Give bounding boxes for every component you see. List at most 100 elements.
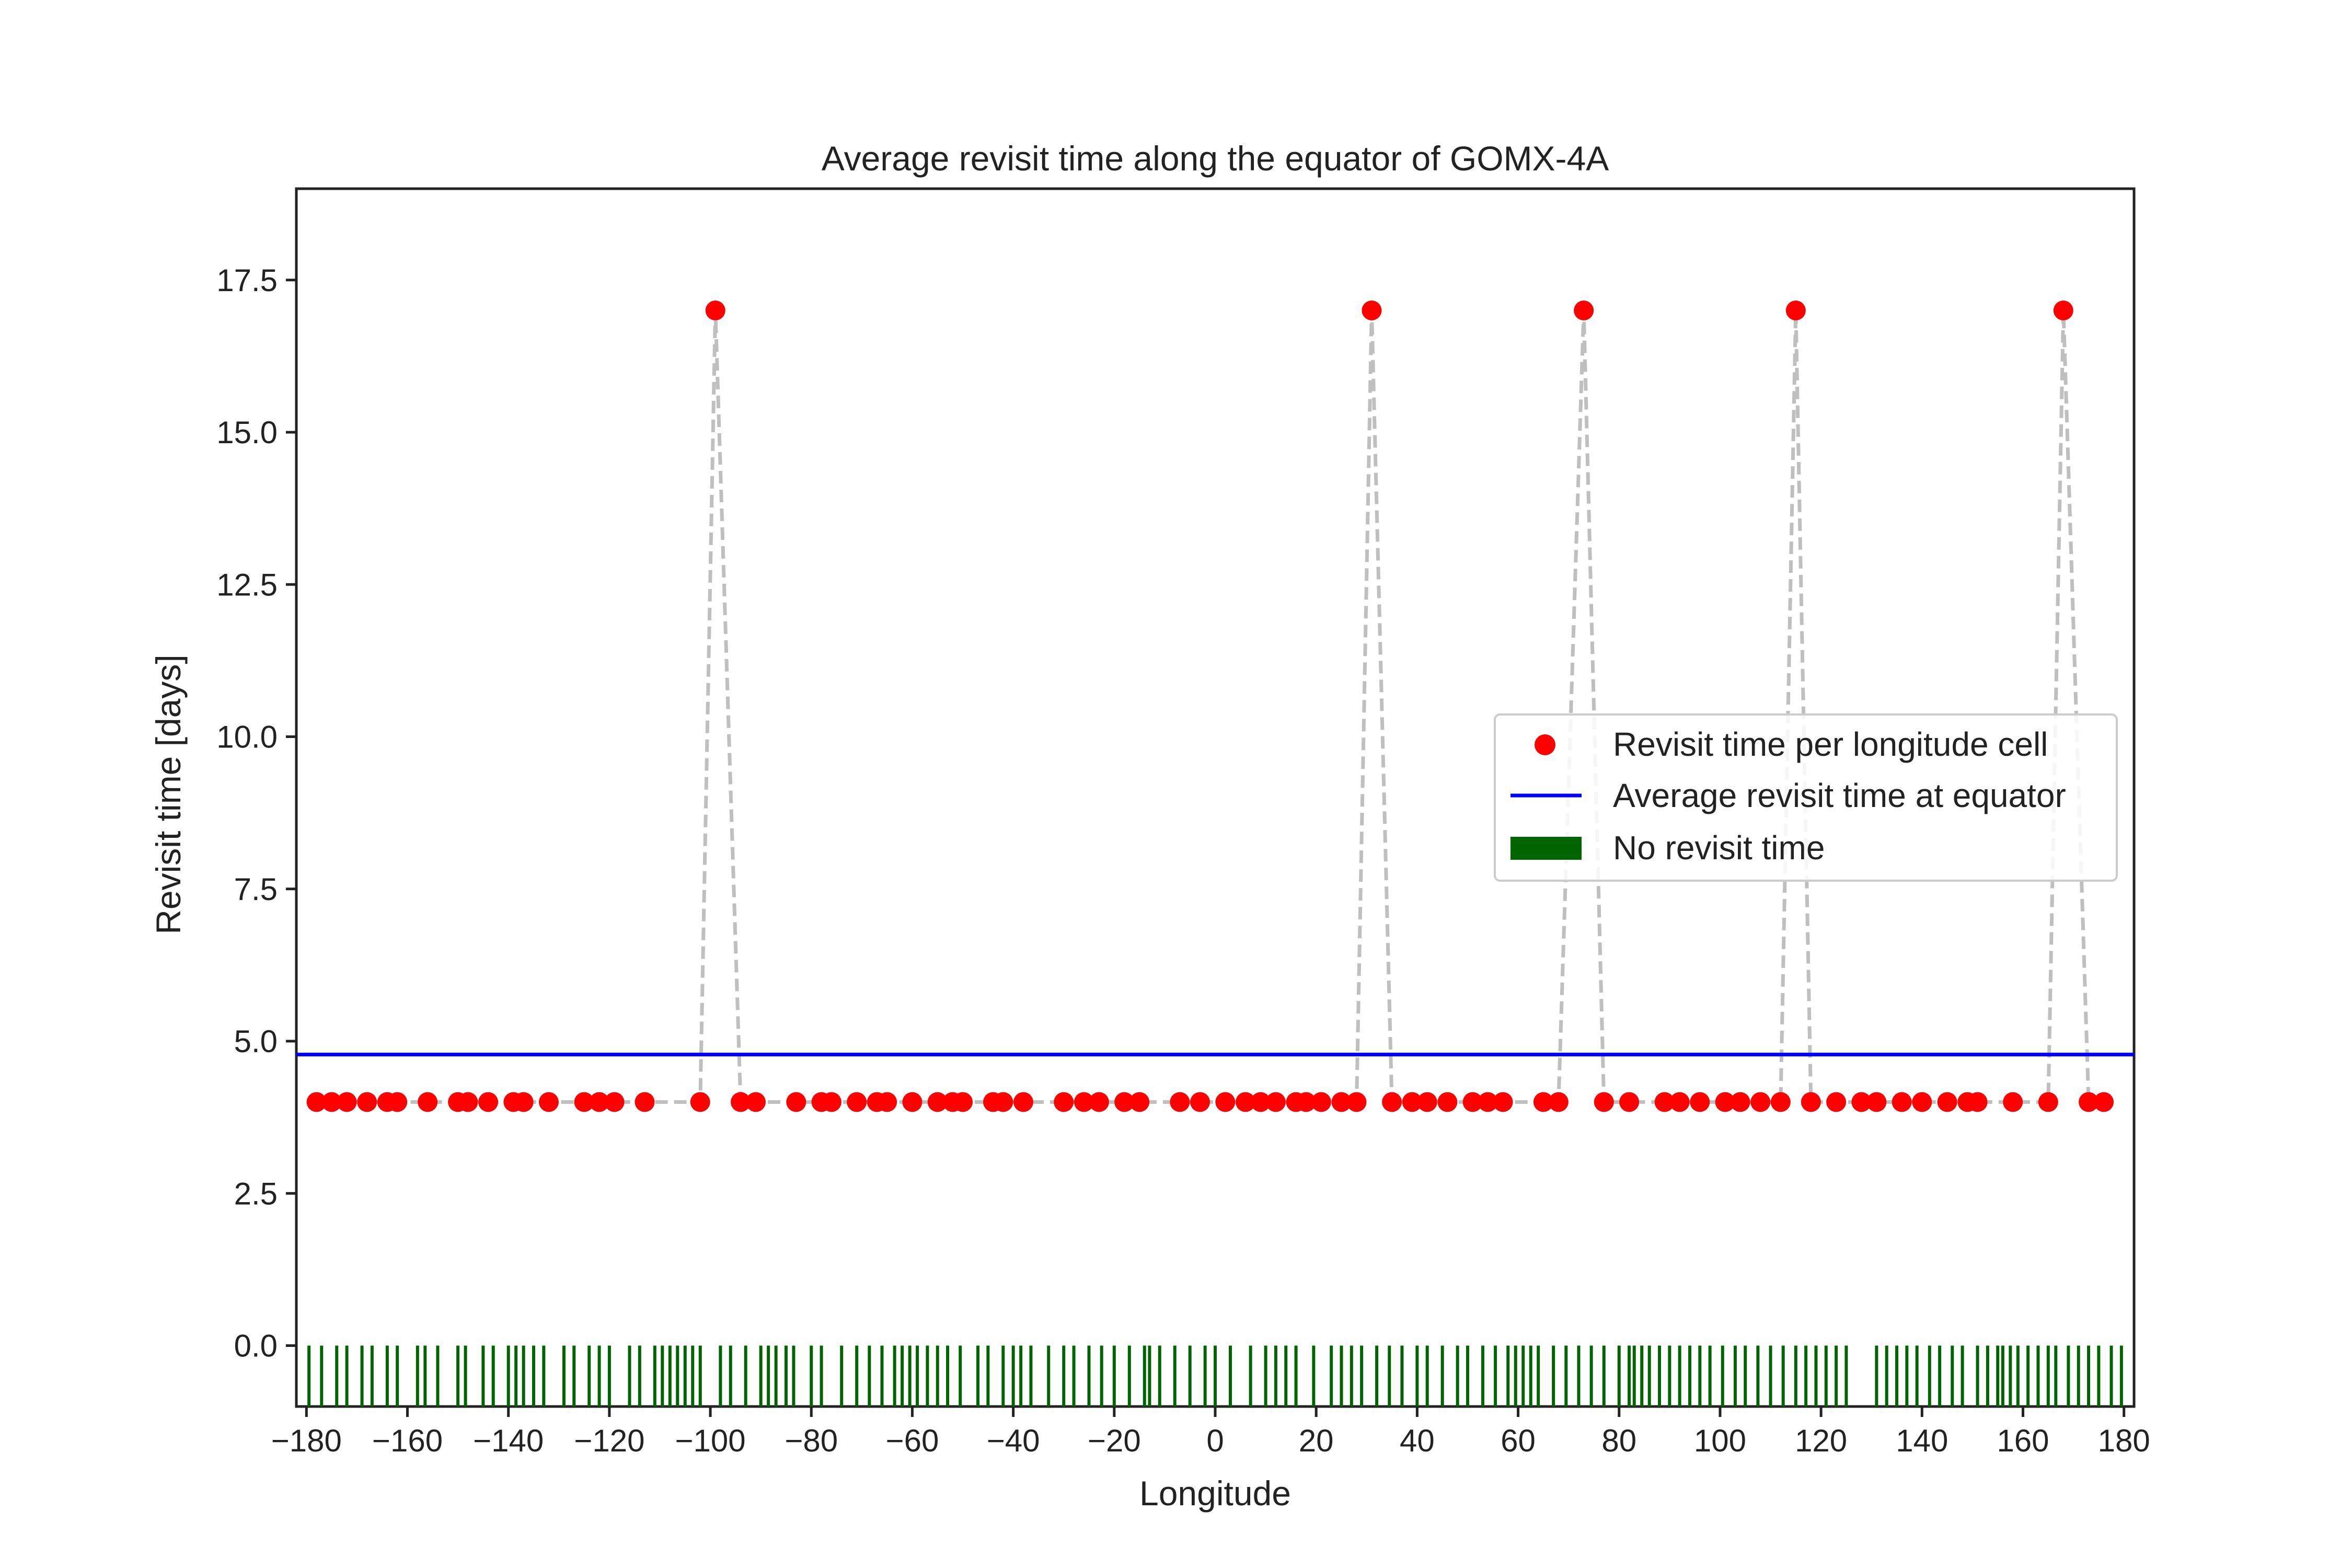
revisit-point (574, 1092, 594, 1112)
revisit-point (538, 1092, 559, 1112)
revisit-point (1594, 1092, 1614, 1112)
x-tick-label: −180 (271, 1423, 342, 1458)
x-tick-label: 0 (1206, 1423, 1224, 1458)
y-tick-label: 15.0 (216, 415, 278, 450)
legend-label-points: Revisit time per longitude cell (1613, 725, 2048, 763)
revisit-point (458, 1092, 478, 1112)
revisit-point (1785, 301, 1806, 320)
revisit-point (1402, 1092, 1422, 1112)
revisit-point (731, 1092, 751, 1112)
revisit-point (1129, 1092, 1150, 1112)
revisit-point (1654, 1092, 1675, 1112)
x-tick-label: 140 (1896, 1423, 1948, 1458)
revisit-point (337, 1092, 357, 1112)
chart-title: Average revisit time along the equator o… (822, 139, 1609, 178)
revisit-point (1331, 1092, 1352, 1112)
x-tick-label: 180 (2098, 1423, 2150, 1458)
revisit-point (1089, 1092, 1109, 1112)
x-tick-label: −140 (473, 1423, 544, 1458)
revisit-point (1296, 1092, 1316, 1112)
legend-label-no-revisit: No revisit time (1613, 829, 1825, 867)
revisit-point (927, 1092, 948, 1112)
no-revisit-bars (307, 1345, 2123, 1406)
revisit-point (604, 1092, 625, 1112)
revisit-point (993, 1092, 1013, 1112)
y-tick-label: 10.0 (216, 720, 278, 755)
revisit-point (1382, 1092, 1402, 1112)
revisit-point (2053, 301, 2073, 320)
x-tick-label: 160 (1997, 1423, 2049, 1458)
revisit-point (1770, 1092, 1791, 1112)
x-axis-label: Longitude (1139, 1474, 1291, 1513)
revisit-point (589, 1092, 609, 1112)
revisit-point (1311, 1092, 1331, 1112)
y-tick-label: 7.5 (234, 872, 278, 907)
y-tick-label: 17.5 (216, 263, 278, 298)
revisit-point (1250, 1092, 1271, 1112)
revisit-point (847, 1092, 867, 1112)
revisit-point (1437, 1092, 1458, 1112)
revisit-point (1074, 1092, 1094, 1112)
revisit-point (1826, 1092, 1847, 1112)
revisit-point (1669, 1092, 1690, 1112)
revisit-point (1190, 1092, 1210, 1112)
revisit-point (1801, 1092, 1821, 1112)
legend-frame (1494, 713, 2118, 882)
revisit-point (953, 1092, 973, 1112)
revisit-point (306, 1092, 327, 1112)
revisit-point (635, 1092, 655, 1112)
revisit-point (877, 1092, 897, 1112)
revisit-point (1493, 1092, 1513, 1112)
revisit-point (1170, 1092, 1190, 1112)
x-tick-label: −20 (1088, 1423, 1141, 1458)
x-tick-label: 100 (1694, 1423, 1746, 1458)
y-tick-label: 12.5 (216, 567, 278, 602)
x-tick-label: −120 (574, 1423, 644, 1458)
revisit-point (478, 1092, 499, 1112)
revisit-point (1619, 1092, 1640, 1112)
x-tick-label: −40 (987, 1423, 1040, 1458)
revisit-point (1730, 1092, 1750, 1112)
revisit-point (821, 1092, 841, 1112)
revisit-point (1892, 1092, 1912, 1112)
y-axis-ticks: 0.0 2.5 5.0 7.5 10.0 12.5 15.0 17.5 (216, 263, 296, 1364)
x-tick-label: 20 (1299, 1423, 1334, 1458)
revisit-point (786, 1092, 806, 1112)
revisit-point (1362, 301, 1382, 320)
x-tick-label: 120 (1795, 1423, 1847, 1458)
legend: Revisit time per longitude cell Average … (1494, 713, 2118, 882)
revisit-point (1054, 1092, 1074, 1112)
x-axis-ticks: −180 −160 −140 −120 −100 −80 −60 −40 −20 0 20 40 60 8… (271, 1406, 2150, 1458)
revisit-point (1866, 1092, 1887, 1112)
x-tick-label: −100 (675, 1423, 745, 1458)
x-tick-label: 80 (1601, 1423, 1636, 1458)
revisit-point (705, 301, 725, 320)
revisit-point (1417, 1092, 1437, 1112)
x-tick-label: −80 (785, 1423, 838, 1458)
revisit-point (2079, 1092, 2099, 1112)
revisit-point (1750, 1092, 1771, 1112)
revisit-point (1346, 1092, 1367, 1112)
revisit-point (746, 1092, 766, 1112)
revisit-point (1548, 1092, 1569, 1112)
revisit-point (418, 1092, 438, 1112)
revisit-point (1851, 1092, 1872, 1112)
revisit-point (1715, 1092, 1735, 1112)
revisit-point (1114, 1092, 1135, 1112)
revisit-point (1215, 1092, 1236, 1112)
revisit-point (1265, 1092, 1286, 1112)
revisit-point (2094, 1092, 2114, 1112)
revisit-point (2003, 1092, 2023, 1112)
revisit-point (1013, 1092, 1033, 1112)
y-tick-label: 5.0 (234, 1024, 278, 1059)
revisit-point (321, 1092, 342, 1112)
revisit-point (1235, 1092, 1255, 1112)
revisit-points (306, 301, 2114, 1112)
revisit-point (902, 1092, 923, 1112)
revisit-point (1937, 1092, 1957, 1112)
revisit-point (2038, 1092, 2058, 1112)
x-tick-label: −60 (886, 1423, 939, 1458)
x-tick-label: 60 (1501, 1423, 1536, 1458)
revisit-point (1533, 1092, 1553, 1112)
